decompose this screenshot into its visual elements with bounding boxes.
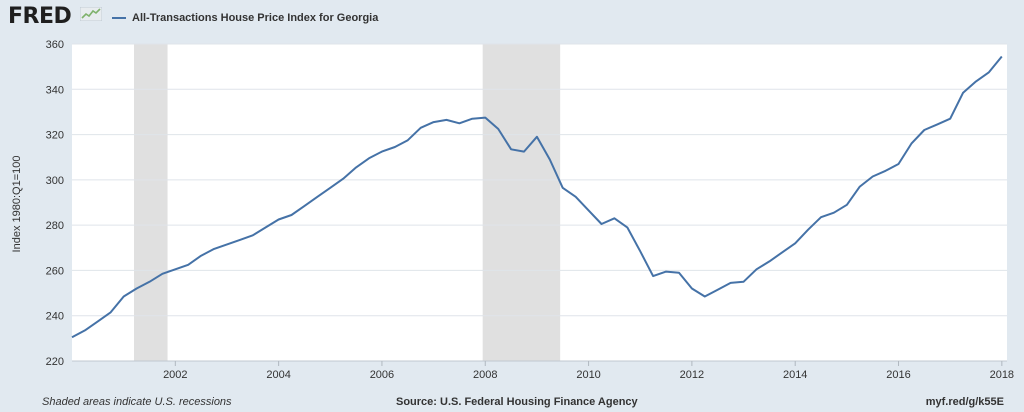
y-tick-label: 260: [46, 265, 64, 277]
x-tick-label: 2012: [680, 369, 704, 381]
y-tick-label: 320: [46, 130, 64, 142]
y-tick-label: 360: [46, 39, 64, 51]
legend-swatch: [112, 17, 126, 19]
chart-header: FRED All-Transactions House Price Index …: [0, 0, 1024, 40]
y-tick-label: 280: [46, 220, 64, 232]
y-tick-label: 240: [46, 311, 64, 323]
source-text: Source: U.S. Federal Housing Finance Age…: [396, 396, 638, 408]
legend-label: All-Transactions House Price Index for G…: [132, 12, 379, 24]
x-tick-label: 2018: [990, 369, 1014, 381]
x-tick-label: 2004: [266, 369, 290, 381]
x-tick-label: 2006: [370, 369, 394, 381]
fred-logo[interactable]: FRED: [8, 4, 72, 29]
x-tick-label: 2008: [473, 369, 497, 381]
y-tick-label: 340: [46, 84, 64, 96]
series-line-0[interactable]: [71, 55, 1003, 339]
x-tick-label: 2002: [163, 369, 187, 381]
short-link[interactable]: myf.red/g/k55E: [925, 396, 1004, 408]
y-tick-label: 220: [46, 356, 64, 368]
recession-note: Shaded areas indicate U.S. recessions: [42, 396, 232, 408]
recession-band-1: [482, 44, 561, 361]
legend[interactable]: All-Transactions House Price Index for G…: [112, 12, 378, 24]
y-axis-label: Index 1980:Q1=100: [11, 156, 23, 253]
recession-band-0: [133, 44, 168, 361]
fred-logo-chart-icon: [80, 7, 102, 21]
x-tick-label: 2016: [886, 369, 910, 381]
x-tick-label: 2010: [576, 369, 600, 381]
x-tick-label: 2014: [783, 369, 807, 381]
y-tick-label: 300: [46, 175, 64, 187]
